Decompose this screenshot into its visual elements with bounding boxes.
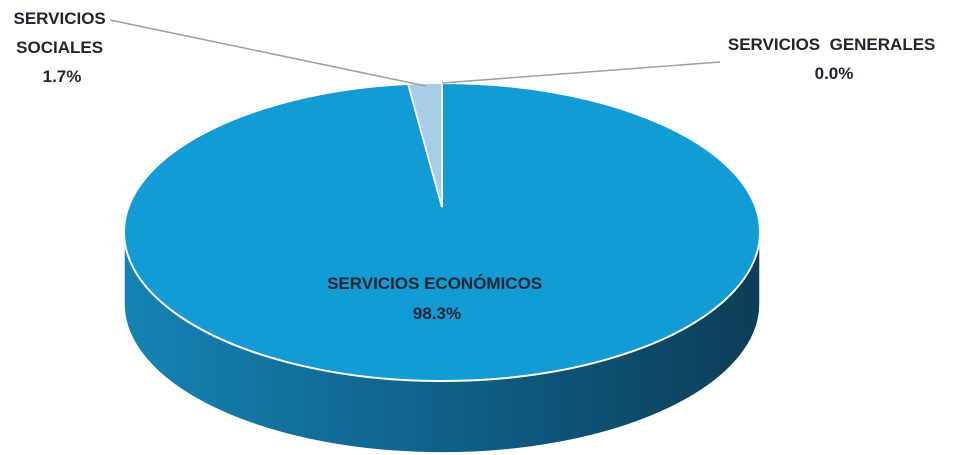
label-sociales-line-1: SERVICIOS <box>13 9 105 28</box>
label-sociales-line-2: SOCIALES <box>16 38 103 57</box>
data-label-generales: SERVICIOS GENERALES 0.0% <box>728 35 940 83</box>
leader-line-generales <box>441 61 721 84</box>
label-generales-value: 0.0% <box>815 64 854 83</box>
label-sociales-value: 1.7% <box>43 67 82 86</box>
pie-slice-servicios-economicos <box>123 81 762 382</box>
label-economicos-value: 98.3% <box>413 304 461 323</box>
leader-line-sociales <box>109 19 427 87</box>
label-economicos-line-1: SERVICIOS ECONÓMICOS <box>327 274 542 293</box>
label-generales-line-1: SERVICIOS GENERALES <box>728 35 936 54</box>
data-label-economicos: SERVICIOS ECONÓMICOS 98.3% <box>327 274 547 323</box>
data-label-sociales: SERVICIOS SOCIALES 1.7% <box>13 9 110 86</box>
